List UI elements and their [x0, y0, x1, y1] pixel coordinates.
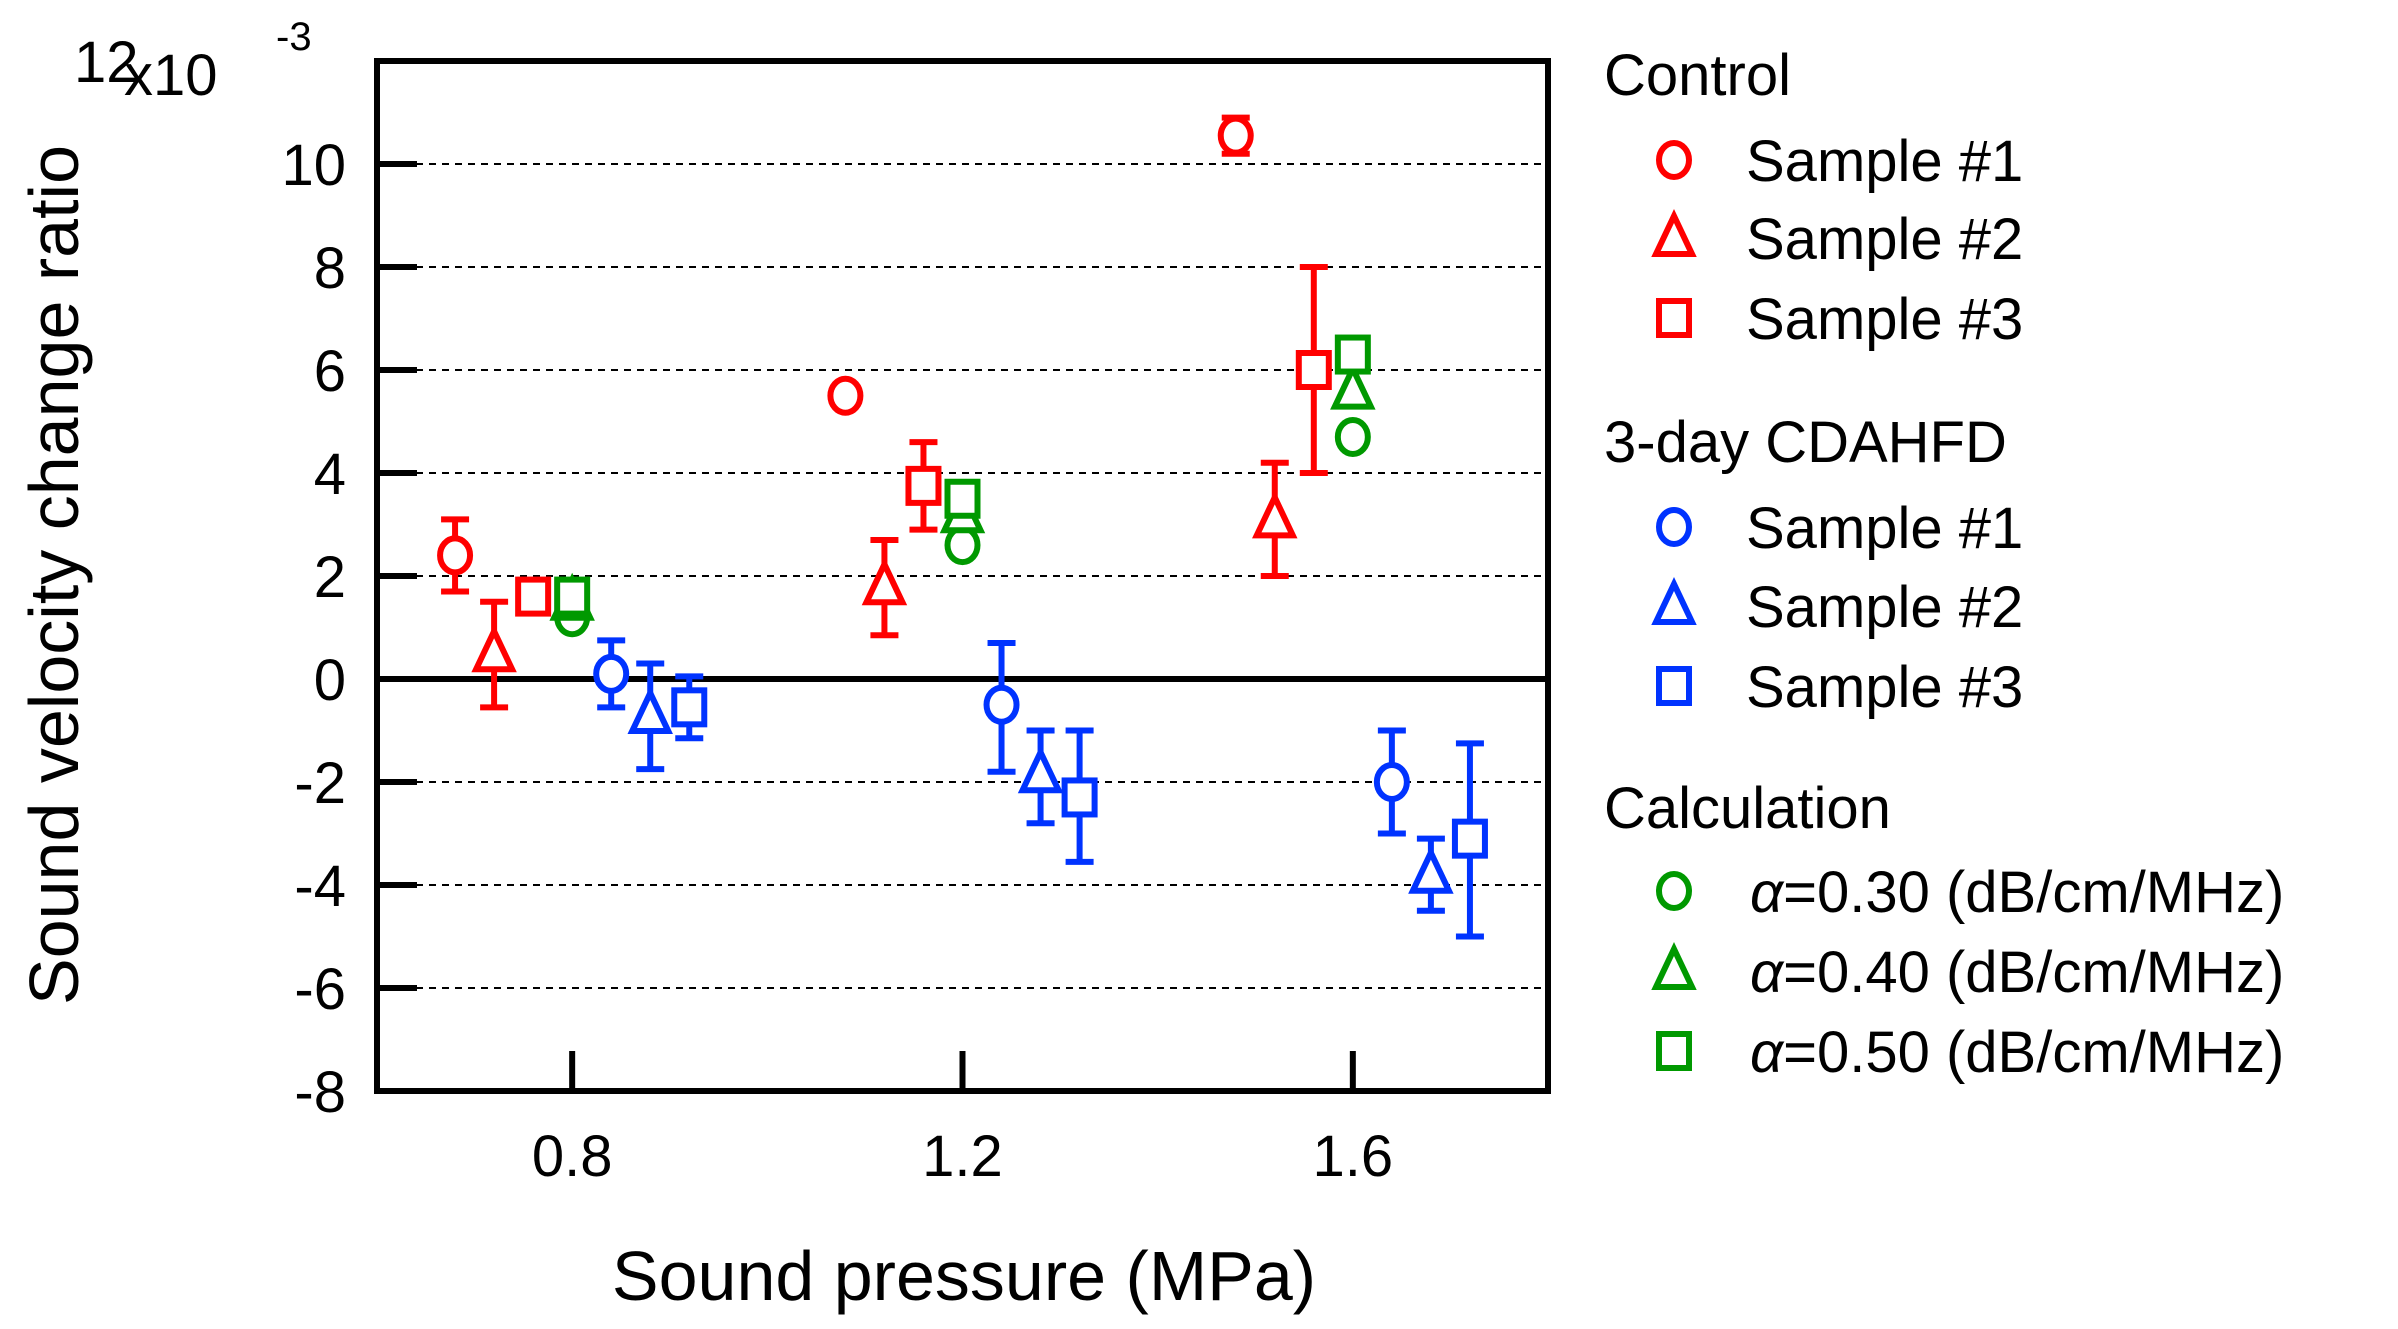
legend-marker-triangle: [1651, 576, 1697, 625]
data-point-square: [905, 465, 942, 506]
y-tick-label: 10: [281, 133, 346, 198]
y-tick-label: 12: [74, 30, 139, 95]
legend-label: α=0.40 (dB/cm/MHz): [1750, 940, 2284, 1005]
legend-group-title: Control: [1604, 43, 1791, 108]
legend-label-text: =0.30 (dB/cm/MHz): [1783, 860, 2284, 925]
legend-group-title: Calculation: [1604, 776, 1891, 841]
data-point-triangle: [1252, 490, 1298, 539]
y-tick-label: 2: [314, 545, 346, 610]
data-point-square: [1061, 777, 1098, 818]
legend-marker-square: [1656, 666, 1692, 706]
legend-label: α=0.30 (dB/cm/MHz): [1750, 860, 2284, 925]
data-point-square: [1295, 350, 1332, 390]
legend-marker-circle: [1656, 140, 1692, 180]
data-point-triangle: [1017, 745, 1064, 794]
data-point-square: [1334, 334, 1371, 375]
data-point-square: [671, 687, 708, 728]
alpha-symbol: α: [1750, 940, 1785, 1005]
y-tick-label: 6: [314, 339, 346, 404]
legend-label-text: =0.50 (dB/cm/MHz): [1783, 1020, 2284, 1085]
y-tick-label: 8: [314, 236, 346, 301]
y-multiplier-exponent: -3: [276, 15, 312, 59]
data-point-triangle: [627, 686, 673, 735]
legend-label: Sample #1: [1746, 129, 2023, 194]
legend-label: Sample #2: [1746, 575, 2023, 640]
data-point-circle: [1373, 762, 1410, 802]
data-point-triangle: [1408, 845, 1454, 894]
legend-label: Sample #3: [1746, 287, 2023, 352]
data-point-triangle: [1330, 361, 1376, 410]
legend-marker-square: [1656, 298, 1692, 338]
data-point-triangle: [471, 624, 517, 673]
x-tick-label: 0.8: [532, 1124, 613, 1189]
legend-label: Sample #1: [1746, 496, 2023, 561]
x-tick-label: 1.6: [1313, 1124, 1394, 1189]
y-axis-title: Sound velocity change ratio: [15, 145, 93, 1005]
data-point-circle: [1334, 416, 1371, 457]
legend-marker-circle: [1656, 871, 1692, 911]
legend-marker-triangle: [1651, 941, 1697, 990]
data-point-square: [515, 576, 552, 617]
y-tick-label: -6: [294, 957, 346, 1022]
x-tick-label: 1.2: [922, 1124, 1003, 1189]
plot-frame: [374, 58, 1551, 1094]
alpha-symbol: α: [1750, 860, 1785, 925]
data-point-triangle: [861, 557, 908, 606]
y-tick-label: -4: [294, 854, 346, 919]
data-point-circle: [437, 535, 474, 576]
y-tick-label: -8: [294, 1060, 346, 1125]
y-tick-label: -2: [294, 751, 346, 816]
legend-label: Sample #2: [1746, 207, 2023, 272]
legend-marker-circle: [1656, 507, 1692, 547]
legend-label-text: =0.40 (dB/cm/MHz): [1783, 940, 2284, 1005]
data-point-circle: [983, 684, 1020, 725]
legend-label: α=0.50 (dB/cm/MHz): [1750, 1020, 2284, 1085]
legend-label: Sample #3: [1746, 655, 2023, 720]
data-point-square: [944, 478, 981, 519]
data-point-square: [554, 576, 591, 617]
data-marks: [437, 114, 1488, 940]
data-point-circle: [827, 375, 864, 416]
y-tick-label: 0: [314, 648, 346, 713]
legend: Control Sample #1 Sample #2 Sample #3 3-day …: [1604, 43, 2284, 1085]
legend-marker-triangle: [1651, 208, 1697, 257]
y-tick-label: 4: [314, 442, 346, 507]
data-point-circle: [1217, 115, 1254, 156]
alpha-symbol: α: [1750, 1020, 1785, 1085]
data-point-square: [1451, 818, 1488, 859]
gridlines: [377, 163, 1548, 989]
data-point-circle: [593, 653, 630, 694]
legend-marker-square: [1656, 1031, 1692, 1071]
axes: -8 -6 -4 -2 0 2 4 6 8 10 12 0.8 1.2 1.6: [74, 30, 1551, 1189]
x-axis-title: Sound pressure (MPa): [612, 1237, 1316, 1315]
y-multiplier-label: x10: [124, 43, 218, 108]
legend-group-title: 3-day CDAHFD: [1604, 410, 2007, 475]
